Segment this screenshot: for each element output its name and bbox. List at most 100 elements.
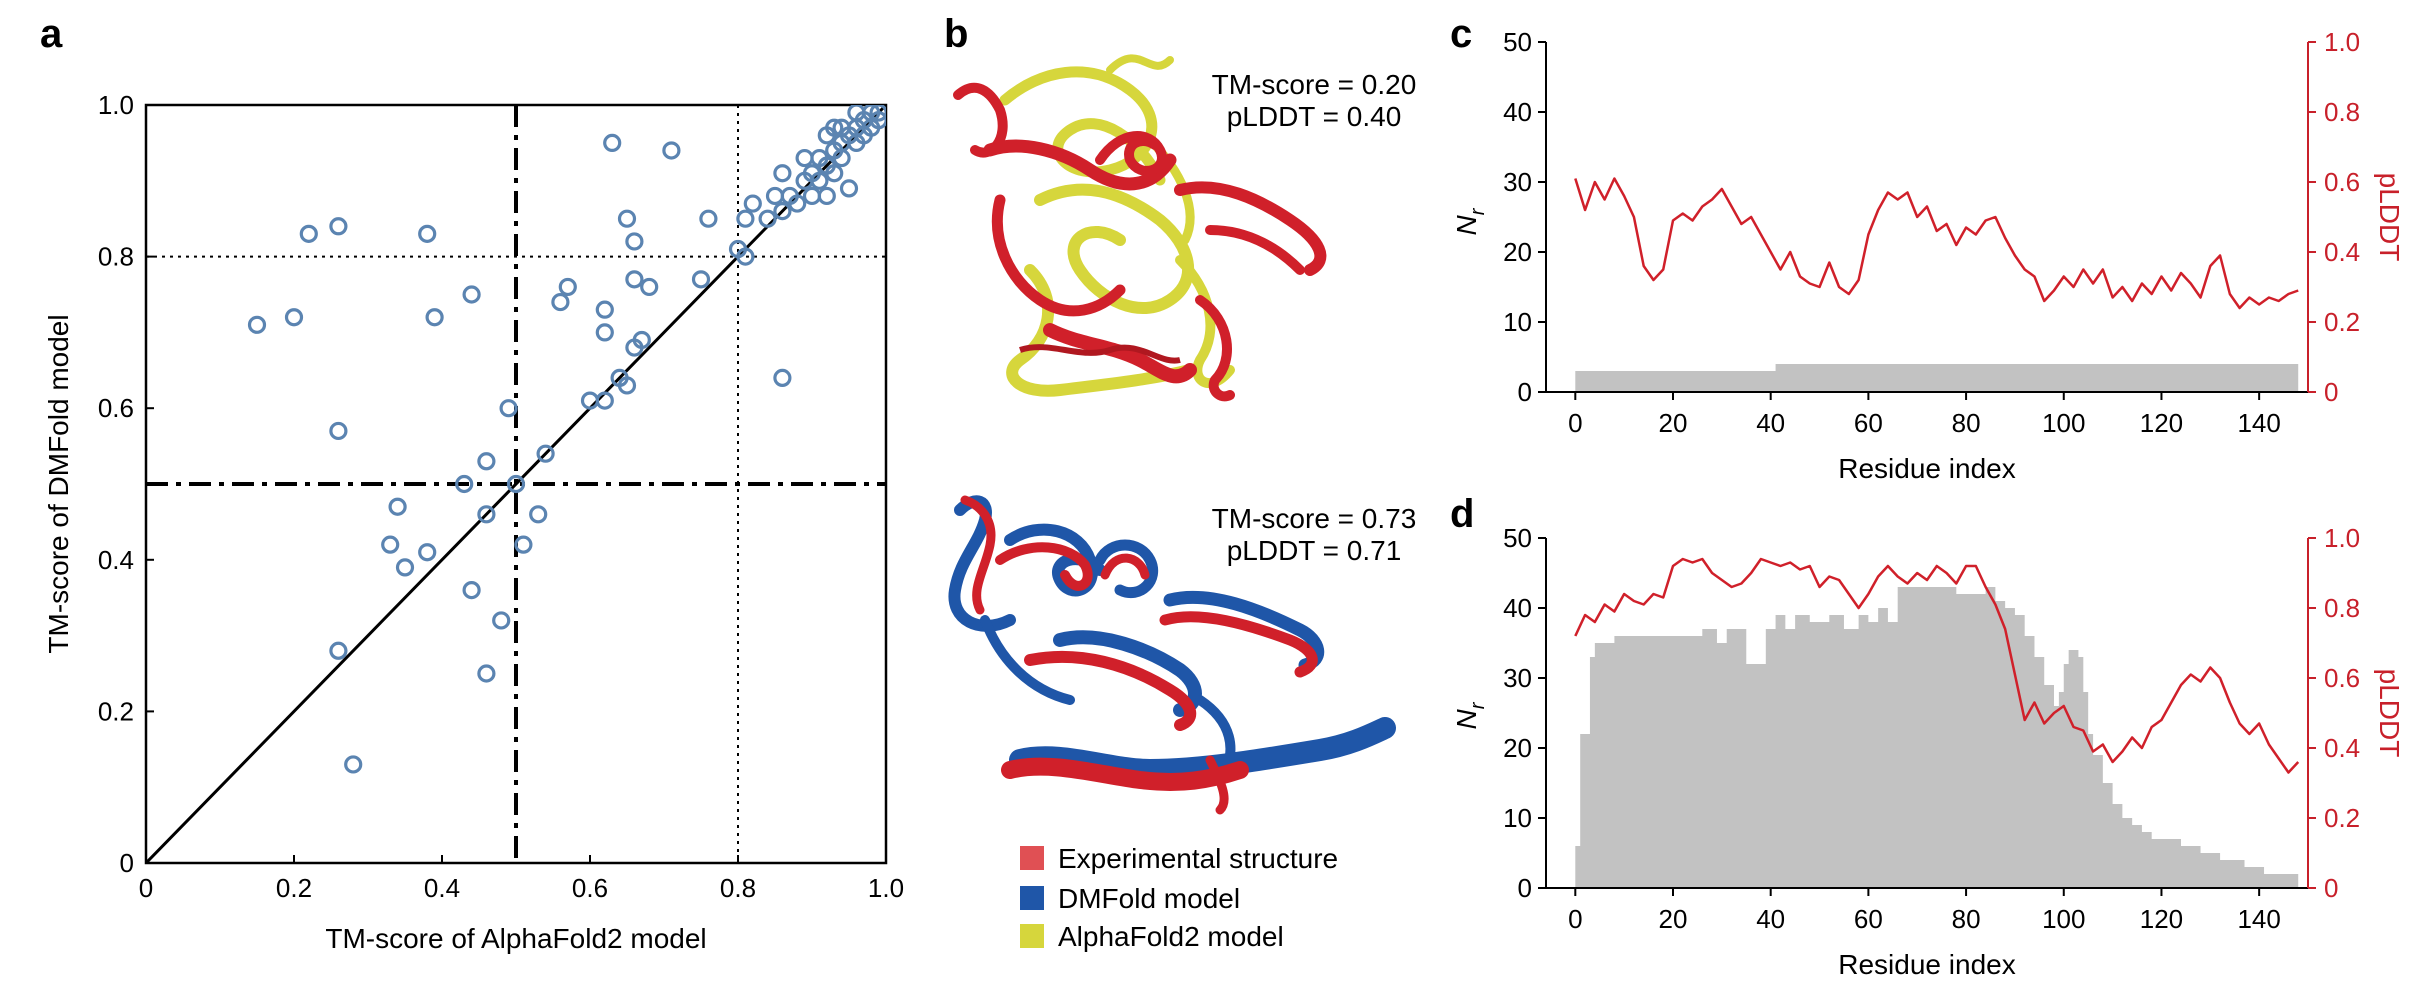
panel-label-d: d: [1450, 492, 1474, 536]
scatter-point: [802, 186, 822, 206]
legend-swatch-experimental: [1020, 846, 1044, 870]
scatter-point: [595, 300, 614, 319]
y2-tick-label: 0.8: [2324, 593, 2360, 623]
scatter-point: [477, 452, 496, 471]
scatter-point: [788, 194, 807, 213]
scatter-point: [825, 164, 844, 183]
scatter-point: [477, 664, 496, 683]
nr-bars: [1575, 587, 2299, 888]
scatter-point: [691, 270, 711, 289]
scatter-point: [425, 308, 444, 327]
scatter-point: [499, 399, 518, 418]
y-tick-label: 10: [1503, 803, 1532, 833]
x-tick-label: 140: [2237, 408, 2280, 438]
x-tick-label: 20: [1659, 408, 1688, 438]
y-tick-label: 40: [1503, 97, 1532, 127]
y2-tick-label: 0.6: [2324, 663, 2360, 693]
scatter-point: [462, 581, 481, 600]
y-tick-label: 1.0: [98, 90, 134, 120]
y2-tick-label: 1.0: [2324, 523, 2360, 553]
y-axis-ticks: 0 10 20 30 40 50: [1503, 27, 1546, 407]
scatter-point: [284, 308, 304, 327]
scatter-point: [640, 277, 659, 297]
x-tick-label: 1.0: [868, 873, 904, 903]
legend-swatch-dmfold: [1020, 886, 1044, 910]
scatter-point: [617, 209, 637, 228]
structure-image-top: [953, 54, 1327, 402]
scatter-point: [381, 535, 400, 554]
x-tick-label: 60: [1854, 904, 1883, 934]
y2-axis-label: pLDDT: [2374, 173, 2405, 262]
scatter-point: [580, 391, 600, 410]
x-axis-ticks: 0 0.2 0.4 0.6 0.8 1.0: [139, 855, 904, 903]
scatter-point: [736, 247, 755, 266]
x-tick-label: 120: [2140, 904, 2183, 934]
scatter-point: [625, 232, 644, 251]
panel-label-b: b: [944, 12, 968, 56]
y-tick-label: 30: [1503, 167, 1532, 197]
y-tick-label: 10: [1503, 307, 1532, 337]
y-tick-label: 0.2: [98, 696, 134, 726]
x-tick-label: 140: [2237, 904, 2280, 934]
scatter-point: [773, 368, 792, 387]
y2-tick-label: 0: [2324, 873, 2338, 903]
scatter-point: [765, 186, 785, 206]
scatter-plot-area: [146, 105, 886, 863]
y2-axis-label: pLDDT: [2374, 669, 2405, 758]
x-tick-label: 0.8: [720, 873, 756, 903]
structure-bottom-plddt: pLDDT = 0.71: [1227, 535, 1402, 566]
scatter-point: [839, 179, 859, 198]
scatter-points: [247, 105, 886, 774]
y2-tick-label: 0.2: [2324, 803, 2360, 833]
scatter-point: [603, 133, 622, 152]
scatter-point: [418, 543, 437, 562]
scatter-point: [558, 277, 577, 297]
scatter-point: [773, 202, 792, 221]
scatter-point: [817, 186, 836, 206]
scatter-point: [825, 118, 844, 137]
scatter-point: [514, 535, 533, 554]
scatter-point: [617, 376, 637, 395]
scatter-point: [662, 141, 681, 160]
structure-image-bottom: [948, 495, 1396, 815]
y-tick-label: 50: [1503, 27, 1532, 57]
y-axis-ticks: 0 0.2 0.4 0.6 0.8 1.0: [98, 90, 154, 878]
scatter-point: [632, 330, 651, 350]
scatter-point: [529, 505, 548, 524]
panel-label-a: a: [40, 12, 63, 56]
nr-plddt-chart-d: 0 20 40 60 80 100 120 140 0 10 20 30 40 50 0 0.2 0.4 0.…: [1451, 523, 2405, 980]
y2-tick-label: 0: [2324, 377, 2338, 407]
structure-top-plddt: pLDDT = 0.40: [1227, 101, 1402, 132]
scatter-point: [847, 105, 866, 122]
x-tick-label: 100: [2042, 904, 2085, 934]
structure-bottom-tm-score: TM-score = 0.73: [1212, 503, 1417, 534]
scatter-point: [595, 391, 614, 410]
y2-tick-label: 0.4: [2324, 733, 2360, 763]
y-tick-label: 0.4: [98, 545, 134, 575]
scatter-point: [388, 497, 407, 516]
structure-panel-b: TM-score = 0.20 pLDDT = 0.40: [948, 54, 1417, 952]
y2-tick-label: 0.8: [2324, 97, 2360, 127]
y2-tick-label: 0.2: [2324, 307, 2360, 337]
nr-plddt-chart-c: 0 20 40 60 80 100 120 140 0 10 20 30 40 50 0 0.2 0.4 0.…: [1451, 27, 2405, 484]
y-tick-label: 50: [1503, 523, 1532, 553]
y-axis-label: TM-score of DMFold model: [43, 314, 74, 653]
y2-axis-ticks: 0 0.2 0.4 0.6 0.8 1.0: [2308, 27, 2360, 407]
x-tick-label: 0.2: [276, 873, 312, 903]
y2-tick-label: 0.4: [2324, 237, 2360, 267]
scatter-point: [625, 270, 644, 289]
scatter-point: [492, 611, 511, 630]
scatter-point: [595, 323, 614, 342]
scatter-point: [455, 474, 474, 494]
scatter-point: [536, 444, 555, 463]
x-tick-label: 60: [1854, 408, 1883, 438]
y-tick-label: 0: [120, 848, 134, 878]
scatter-point: [477, 505, 496, 524]
panel-label-c: c: [1450, 12, 1472, 56]
scatter-point: [329, 641, 348, 660]
legend-label-experimental: Experimental structure: [1058, 843, 1338, 874]
scatter-chart-a: 0 0.2 0.4 0.6 0.8 1.0 0 0.2 0.4 0.6 0.8 1.0 TM-sco…: [43, 90, 904, 954]
x-tick-label: 20: [1659, 904, 1688, 934]
scatter-point: [247, 315, 267, 334]
